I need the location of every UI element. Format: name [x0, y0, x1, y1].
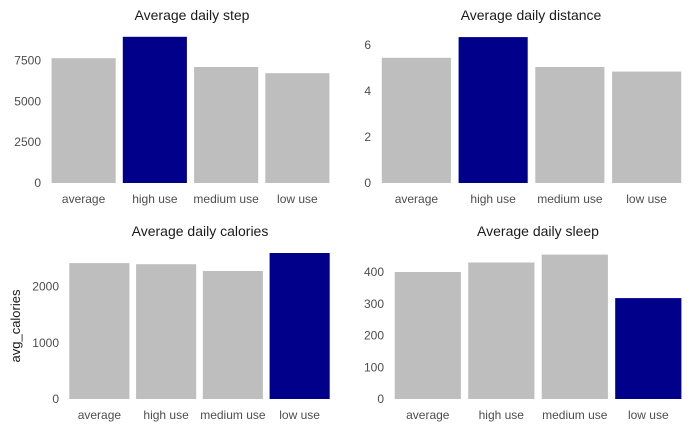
- x-tick-label: high use: [479, 408, 525, 422]
- x-tick-label: average: [395, 192, 439, 206]
- panel-distance: Average daily distance 0 2 4 6 average high …: [364, 7, 682, 206]
- y-tick-label: 400: [364, 265, 384, 279]
- chart-title: Average daily step: [135, 7, 250, 23]
- y-tick-label: 2500: [14, 135, 41, 149]
- panel-calories: Average daily calories avg_calories 0 100…: [8, 223, 330, 422]
- y-tick-label: 4: [364, 84, 371, 98]
- x-tick-label: low use: [277, 192, 318, 206]
- y-tick-label: 0: [34, 176, 41, 190]
- panel-steps: Average daily step 0 2500 5000 7500 average…: [14, 7, 330, 206]
- x-tick-label: low use: [279, 408, 320, 422]
- y-tick-label: 0: [377, 392, 384, 406]
- bar-medium-use: [202, 271, 263, 399]
- x-tick-label: average: [62, 192, 106, 206]
- bar-high-use: [122, 36, 187, 183]
- bar-high-use: [468, 262, 535, 399]
- bar-medium-use: [535, 67, 605, 183]
- y-tick-label: 1000: [32, 336, 59, 350]
- bar-medium-use: [541, 254, 608, 399]
- y-tick-label: 6: [364, 38, 371, 52]
- y-tick-label: 0: [52, 392, 59, 406]
- bar-high-use: [458, 37, 528, 183]
- chart-title: Average daily sleep: [477, 223, 599, 239]
- x-tick-label: low use: [628, 408, 669, 422]
- x-tick-label: average: [406, 408, 450, 422]
- x-tick-label: high use: [143, 408, 189, 422]
- y-tick-label: 5000: [14, 94, 41, 108]
- y-tick-label: 2: [364, 130, 371, 144]
- x-tick-label: average: [78, 408, 122, 422]
- y-tick-label: 2000: [32, 280, 59, 294]
- y-tick-label: 7500: [14, 54, 41, 68]
- bar-average: [394, 272, 461, 399]
- bar-low-use: [265, 73, 330, 183]
- chart-title: Average daily calories: [132, 223, 269, 239]
- bar-average: [381, 57, 451, 183]
- bar-low-use: [612, 71, 682, 183]
- bar-average: [51, 58, 116, 184]
- x-tick-label: medium use: [542, 408, 608, 422]
- y-tick-label: 300: [364, 297, 384, 311]
- x-tick-label: high use: [132, 192, 178, 206]
- bar-average: [69, 263, 130, 399]
- x-tick-label: medium use: [193, 192, 259, 206]
- x-tick-label: medium use: [200, 408, 266, 422]
- x-tick-label: medium use: [537, 192, 603, 206]
- y-axis-label: avg_calories: [8, 289, 23, 362]
- x-tick-label: high use: [470, 192, 516, 206]
- bar-low-use: [269, 253, 330, 399]
- panel-sleep: Average daily sleep 0 100 200 300 400 averag…: [364, 223, 682, 422]
- bar-high-use: [136, 264, 197, 399]
- y-tick-label: 0: [364, 176, 371, 190]
- y-tick-label: 200: [364, 329, 384, 343]
- x-tick-label: low use: [626, 192, 667, 206]
- chart-title: Average daily distance: [461, 7, 602, 23]
- bar-medium-use: [194, 67, 259, 183]
- y-tick-label: 100: [364, 360, 384, 374]
- bar-low-use: [615, 298, 682, 399]
